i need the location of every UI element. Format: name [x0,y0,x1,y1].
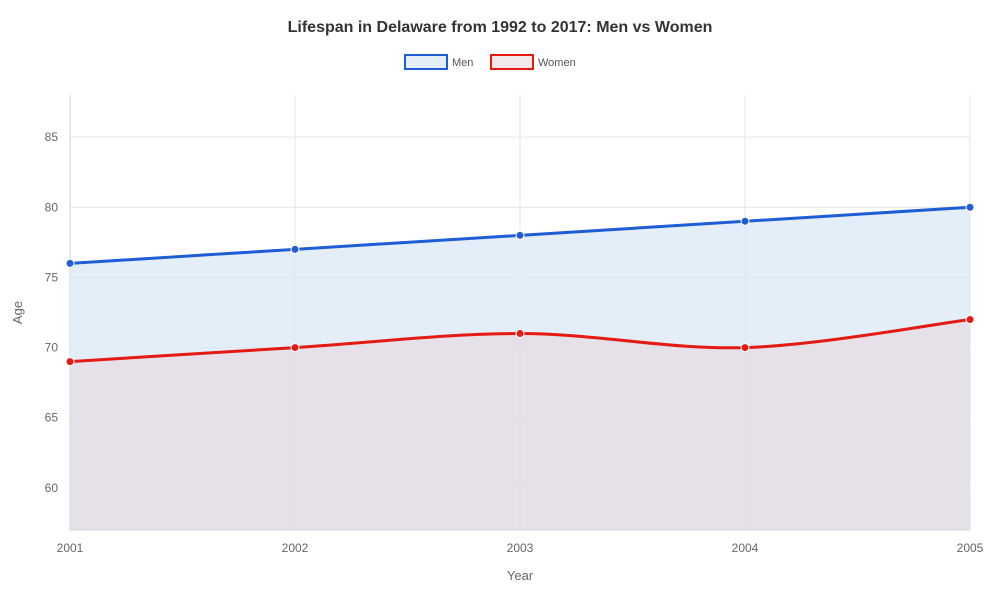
legend: Men Women [405,55,576,69]
data-point[interactable] [291,344,299,352]
y-tick-label: 85 [45,130,59,144]
legend-label[interactable]: Women [538,57,576,69]
x-tick-label: 2002 [282,541,309,555]
legend-swatch[interactable] [491,55,533,69]
x-tick-label: 2005 [957,541,984,555]
legend-label[interactable]: Men [452,57,473,69]
data-point[interactable] [966,316,974,324]
chart-container: Lifespan in Delaware from 1992 to 2017: … [0,0,1000,600]
data-point[interactable] [66,358,74,366]
data-point[interactable] [966,203,974,211]
x-tick-label: 2001 [57,541,84,555]
data-point[interactable] [291,245,299,253]
chart-title: Lifespan in Delaware from 1992 to 2017: … [288,19,713,36]
x-tick-label: 2004 [732,541,759,555]
data-point[interactable] [741,217,749,225]
y-tick-label: 65 [45,411,59,425]
data-point[interactable] [516,231,524,239]
y-tick-label: 75 [45,270,59,284]
x-axis-label: Year [507,568,534,583]
x-tick-label: 2003 [507,541,534,555]
y-tick-label: 80 [45,200,59,214]
data-point[interactable] [66,259,74,267]
y-tick-label: 60 [45,481,59,495]
y-axis-label: Age [10,301,25,324]
chart-svg: Lifespan in Delaware from 1992 to 2017: … [0,0,1000,600]
legend-swatch[interactable] [405,55,447,69]
data-point[interactable] [741,344,749,352]
y-tick-label: 70 [45,341,59,355]
data-point[interactable] [516,330,524,338]
